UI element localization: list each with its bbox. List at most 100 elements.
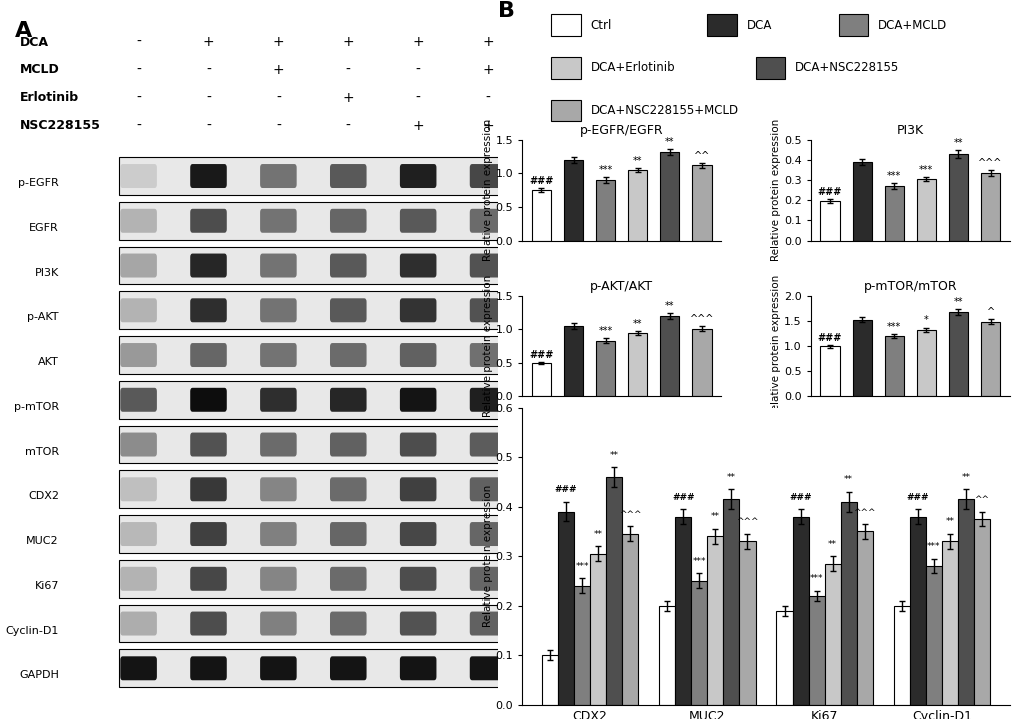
Text: ###: ### [529, 349, 553, 360]
Text: **: ** [593, 530, 602, 539]
Title: p-mTOR/mTOR: p-mTOR/mTOR [863, 280, 956, 293]
Bar [739, 541, 755, 705]
Bar [628, 170, 647, 240]
Text: ***: *** [809, 574, 822, 583]
Text: ***: *** [926, 542, 940, 551]
FancyBboxPatch shape [399, 433, 436, 457]
FancyBboxPatch shape [551, 57, 580, 79]
FancyBboxPatch shape [330, 298, 366, 322]
Bar [856, 531, 872, 705]
Text: **: ** [727, 473, 736, 482]
Text: **: ** [945, 518, 954, 526]
FancyBboxPatch shape [470, 298, 505, 322]
Title: PI3K: PI3K [896, 124, 923, 137]
Bar [659, 152, 679, 240]
FancyBboxPatch shape [470, 612, 505, 636]
FancyBboxPatch shape [330, 343, 366, 367]
FancyBboxPatch shape [119, 157, 507, 195]
Text: Ctrl: Ctrl [590, 19, 611, 32]
Bar [564, 326, 583, 396]
Bar [909, 516, 925, 705]
Text: ***: *** [598, 165, 612, 175]
Text: ^^^: ^^^ [736, 518, 758, 526]
Text: **: ** [961, 473, 969, 482]
Text: Cyclin-D1: Cyclin-D1 [5, 626, 59, 636]
FancyBboxPatch shape [839, 14, 867, 37]
Bar [706, 536, 722, 705]
FancyBboxPatch shape [330, 433, 366, 457]
FancyBboxPatch shape [470, 254, 505, 278]
Bar [852, 162, 871, 240]
Bar [692, 329, 711, 396]
FancyBboxPatch shape [119, 426, 507, 464]
FancyBboxPatch shape [399, 343, 436, 367]
Bar [916, 179, 935, 240]
Bar [823, 564, 840, 705]
Text: ^^^: ^^^ [977, 157, 1002, 168]
Text: PI3K: PI3K [35, 267, 59, 278]
Text: +: + [482, 35, 493, 49]
Text: ^^: ^^ [693, 151, 709, 161]
Text: +: + [272, 63, 284, 77]
Text: -: - [136, 35, 141, 49]
FancyBboxPatch shape [470, 209, 505, 233]
FancyBboxPatch shape [120, 343, 157, 367]
FancyBboxPatch shape [470, 522, 505, 546]
FancyBboxPatch shape [260, 567, 297, 591]
FancyBboxPatch shape [120, 388, 157, 412]
Bar [775, 610, 792, 705]
Text: -: - [345, 119, 351, 133]
FancyBboxPatch shape [120, 522, 157, 546]
Bar [574, 586, 590, 705]
Y-axis label: Relative protein expression: Relative protein expression [482, 485, 492, 627]
FancyBboxPatch shape [470, 433, 505, 457]
Bar [691, 581, 706, 705]
Text: p-mTOR: p-mTOR [14, 402, 59, 412]
Bar [675, 516, 691, 705]
Bar [819, 201, 839, 240]
Text: ***: *** [918, 165, 932, 175]
Text: DCA: DCA [746, 19, 771, 32]
Text: -: - [416, 63, 420, 77]
Bar [883, 186, 903, 240]
Text: GAPDH: GAPDH [19, 670, 59, 680]
Text: -: - [276, 119, 280, 133]
Text: DCA+MCLD: DCA+MCLD [877, 19, 947, 32]
Text: +: + [272, 35, 284, 49]
Text: +: + [482, 119, 493, 133]
Bar [590, 554, 605, 705]
FancyBboxPatch shape [399, 522, 436, 546]
Bar [948, 154, 967, 240]
FancyBboxPatch shape [399, 298, 436, 322]
Text: ***: *** [692, 557, 705, 566]
Y-axis label: Relative protein expression: Relative protein expression [482, 119, 492, 261]
Text: -: - [136, 91, 141, 105]
Bar [883, 336, 903, 396]
Text: DCA: DCA [20, 35, 49, 49]
Text: DCA+NSC228155: DCA+NSC228155 [795, 61, 899, 75]
Text: -: - [206, 63, 211, 77]
FancyBboxPatch shape [551, 99, 580, 122]
FancyBboxPatch shape [260, 656, 297, 680]
FancyBboxPatch shape [470, 567, 505, 591]
FancyBboxPatch shape [190, 164, 226, 188]
FancyBboxPatch shape [470, 388, 505, 412]
FancyBboxPatch shape [260, 522, 297, 546]
Text: ***: *** [887, 170, 901, 180]
Bar [916, 329, 935, 396]
Text: ###: ### [554, 485, 577, 494]
Text: A: A [15, 21, 33, 41]
Y-axis label: Relative protein expression: Relative protein expression [770, 119, 781, 261]
Bar [595, 341, 614, 396]
FancyBboxPatch shape [399, 477, 436, 501]
Text: +: + [412, 119, 424, 133]
Bar [595, 180, 614, 240]
Bar [564, 160, 583, 240]
FancyBboxPatch shape [190, 433, 226, 457]
Text: -: - [206, 119, 211, 133]
Text: **: ** [844, 475, 852, 485]
FancyBboxPatch shape [120, 298, 157, 322]
Text: +: + [342, 35, 354, 49]
FancyBboxPatch shape [470, 477, 505, 501]
Text: **: ** [664, 301, 674, 311]
